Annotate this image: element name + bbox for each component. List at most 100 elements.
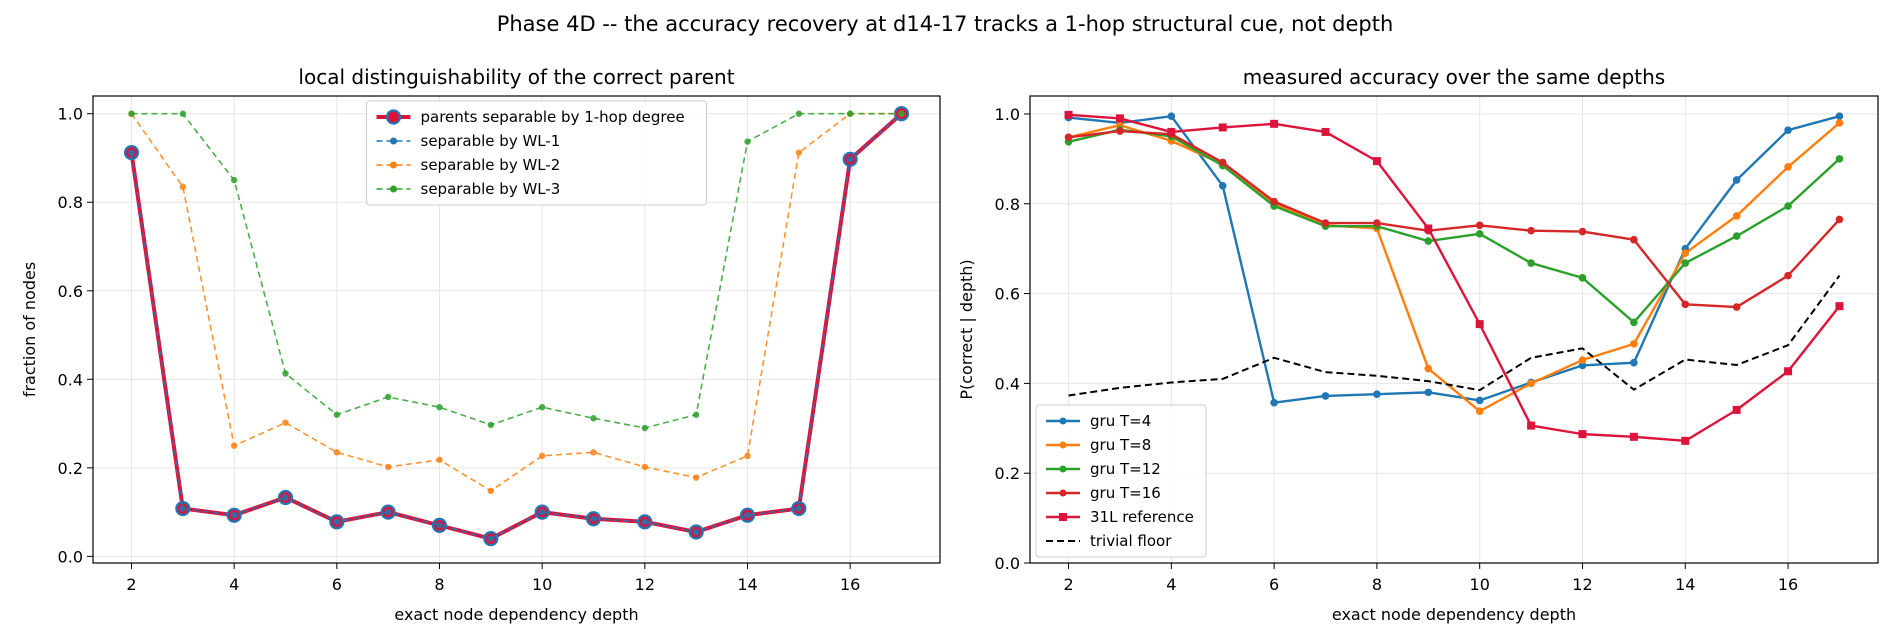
right-data-point [1167,127,1176,136]
right-data-point [1835,155,1844,163]
left-data-point [282,370,289,377]
right-data-point [1218,158,1227,167]
left-series-1 [128,110,905,542]
right-ticks: 2 4 6 8 10 12 14 16 0.0 0.2 0.4 0.6 0.8 1.0 [995,105,1799,594]
left-data-point [436,522,443,529]
left-data-point [333,518,341,526]
left-ytick-label: 0.0 [58,547,83,566]
right-chart-ylabel: P(correct | depth) [957,259,976,399]
right-legend-marker [1059,465,1067,473]
right-series-line [1068,128,1841,324]
left-data-point [538,508,546,516]
right-axes-frame [1029,95,1879,564]
left-data-point [846,110,854,117]
right-data-point [1475,221,1484,230]
right-data-point [1578,430,1587,439]
right-data-point [1630,318,1638,327]
right-data-point [1835,112,1844,121]
right-data-point [1167,112,1176,121]
right-data-point [1424,388,1433,397]
right-legend-marker [1059,441,1067,449]
left-data-point [384,463,392,471]
left-legend-label: separable by WL-3 [421,180,561,198]
left-data-point [538,403,546,411]
left-data-point [846,156,854,163]
right-ytick-label: 0.0 [995,554,1020,573]
right-ytick-label: 0.4 [995,374,1020,393]
right-legend-label: gru T=16 [1090,484,1161,502]
left-data-point [590,449,597,456]
right-data-point [1270,398,1278,407]
right-data-point [1527,379,1535,388]
left-data-point [538,452,546,460]
right-series-2 [1064,125,1844,327]
right-ytick-label: 0.6 [995,285,1020,304]
left-data-point [487,535,495,542]
right-data-point [1578,227,1587,236]
right-series-line [1068,122,1841,413]
right-legend-label: gru T=8 [1090,436,1151,454]
right-data-point [1424,364,1433,373]
left-legend-marker [385,109,402,125]
right-series-5 [1068,275,1841,397]
left-xtick-label: 2 [126,575,136,594]
left-data-point [898,110,905,117]
right-data-point [1578,274,1587,282]
left-legend-marker [390,161,397,169]
right-series-line [1068,129,1841,309]
left-data-point [179,110,187,117]
right-xtick-label: 12 [1572,575,1592,594]
right-xtick-label: 14 [1675,575,1695,594]
left-xtick-label: 8 [434,575,444,594]
left-axes-frame [92,95,941,564]
right-data-point [1732,212,1741,220]
right-data-point [1527,259,1535,267]
left-data-point [487,487,495,495]
right-series-line [1068,113,1841,443]
right-chart-xlabel: exact node dependency depth [1332,605,1576,624]
right-legend-label: 31L reference [1090,508,1194,526]
left-legend: parents separable by 1-hop degree separab… [366,100,707,206]
left-xtick-label: 16 [840,575,860,594]
left-chart-ylabel: fraction of nodes [20,262,39,397]
right-data-point [1578,356,1587,364]
right-data-point [1835,302,1844,311]
right-data-point [1116,127,1124,135]
right-data-point [1835,119,1844,127]
right-data-point [1681,436,1690,445]
right-ytick-label: 0.8 [995,195,1020,214]
left-data-point [641,463,649,471]
right-data-point [1784,163,1792,171]
right-data-point [1321,392,1330,400]
right-data-point [1784,126,1792,134]
right-series-1 [1064,119,1844,416]
right-legend-label: gru T=12 [1090,460,1161,478]
left-data-point [436,403,443,411]
right-data-point [1630,235,1638,244]
right-data-point [1630,340,1638,348]
left-data-point [795,149,803,156]
right-data-point [1629,432,1638,441]
left-ytick-label: 1.0 [58,105,83,124]
right-data-point [1732,176,1741,184]
left-xtick-label: 14 [737,575,757,594]
right-data-point [1630,358,1638,367]
left-data-point [230,176,238,184]
right-data-point [1270,197,1278,206]
left-data-point [282,494,289,501]
right-ytick-label: 0.2 [995,464,1020,483]
right-data-point [1835,215,1844,224]
right-legend-label: trivial floor [1090,532,1172,550]
left-legend-box [366,100,707,206]
right-data-point [1784,367,1793,376]
left-data-point [744,452,751,460]
left-data-point [590,515,597,522]
right-data-point [1424,224,1433,233]
right-legend: gru T=4 gru T=8 gru T=12 gru T=16 31L refere… [1035,404,1207,558]
right-legend-marker [1059,513,1067,521]
right-data-point [1064,133,1073,142]
left-data-point [179,183,187,190]
left-data-point [230,442,238,449]
right-xtick-label: 8 [1372,575,1382,594]
